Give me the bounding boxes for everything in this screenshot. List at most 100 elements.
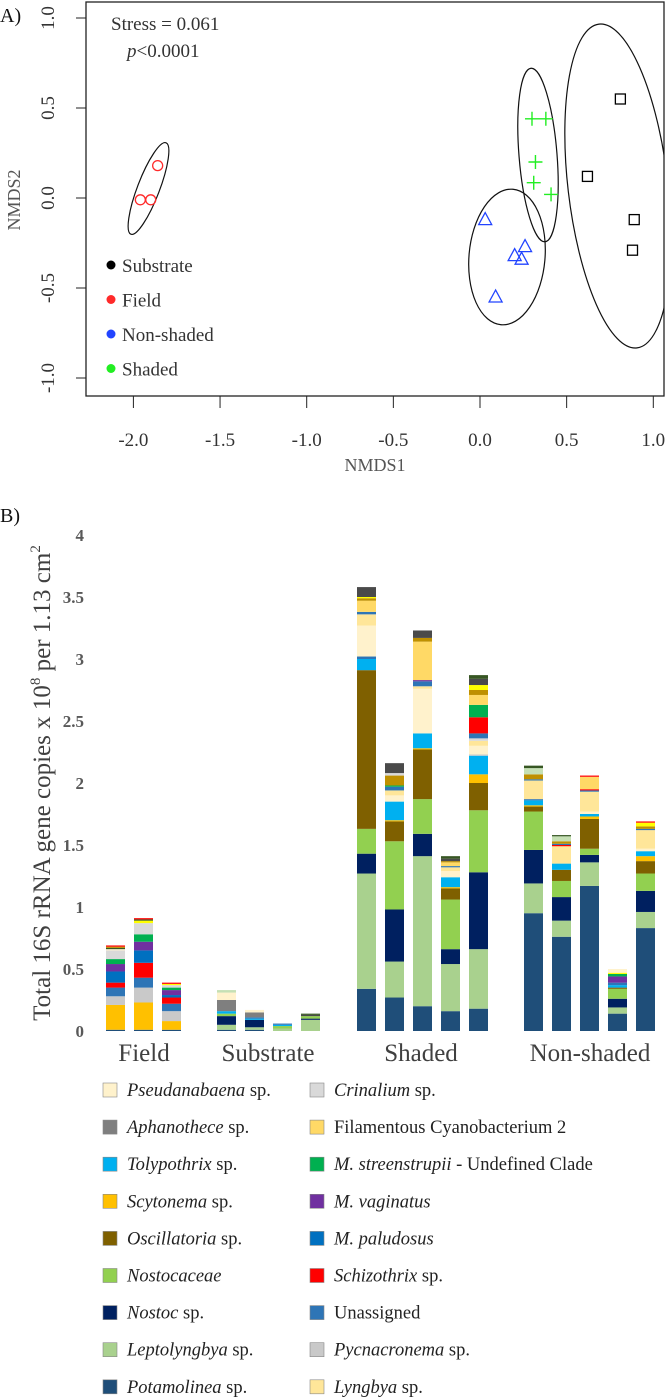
legend-swatch <box>102 1156 118 1172</box>
segment-nostoc-sp- <box>441 949 460 965</box>
segment-pseudanabaena-sp- <box>580 811 599 814</box>
legend-item-nostocaceae: Nostocaceae <box>102 1267 222 1287</box>
segment-tolypothrix-sp- <box>608 985 627 988</box>
barchart-panel: B) Total 16S rRNA gene copies x 108 per … <box>0 505 655 1398</box>
segment-leptolyngbya-sp- <box>524 883 543 914</box>
segment-pseudanabaena-sp- <box>217 992 236 1000</box>
segment-dk <box>441 858 460 862</box>
segment-unassigned <box>273 1023 292 1025</box>
segment-leptolyngbya-sp- <box>385 961 404 998</box>
segment-nostocaceae <box>636 873 655 891</box>
segment-nostocaceae <box>217 1013 236 1017</box>
segment-m-streenstrupii-undefined-clade <box>162 987 181 991</box>
segment-unassigned <box>441 866 460 868</box>
legend-dot-field <box>106 295 116 304</box>
segment-nostocaceae <box>385 841 404 910</box>
point-substrate <box>628 213 640 226</box>
segment-ye <box>357 597 376 599</box>
segment-lg <box>524 768 543 775</box>
segment-pseudanabaena-sp- <box>608 969 627 973</box>
segment-potamolinea-sp- <box>524 913 543 1031</box>
y-tick-label: 1.0 <box>38 6 59 30</box>
legend-label: Schizothrix sp. <box>334 1267 443 1287</box>
legend-item-scytonema-sp-: Scytonema sp. <box>102 1192 233 1212</box>
segment-potamolinea-sp- <box>413 1006 432 1031</box>
segment-pycnacronema-sp- <box>162 1011 181 1022</box>
legend-label: M. vaginatus <box>333 1192 431 1212</box>
segment-unassigned <box>524 779 543 781</box>
point-shaded <box>544 187 559 202</box>
legend-label: Nostocaceae <box>126 1267 222 1287</box>
segment-m-streenstrupii-undefined-clade <box>134 934 153 942</box>
segment-schizothrix-sp- <box>134 962 153 978</box>
bar-shaded-4 <box>441 856 460 1031</box>
segment-potamolinea-sp- <box>106 1029 125 1031</box>
legend-label-rest: Unassigned <box>334 1304 421 1324</box>
segment-nostocaceae <box>413 799 432 834</box>
segment-leptolyngbya-sp- <box>357 873 376 989</box>
legend-swatch <box>102 1231 118 1246</box>
group-label: Field <box>118 1040 170 1067</box>
segment-scytonema-sp- <box>636 856 655 862</box>
legend-item-oscillatoria-sp-: Oscillatoria sp. <box>102 1229 242 1249</box>
legend-item-unassigned: Unassigned <box>309 1304 421 1324</box>
legend-swatch <box>102 1119 118 1135</box>
legend-label: Non-shaded <box>122 325 214 346</box>
x-tick-label: -0.5 <box>378 430 408 451</box>
segment-potamolinea-sp- <box>245 1029 264 1031</box>
point-shaded <box>526 175 541 190</box>
legend-swatch <box>309 1194 325 1209</box>
segment-nostoc-sp- <box>245 1019 264 1028</box>
segment-oscillatoria-sp- <box>357 670 376 829</box>
legend-item-aphanothece-sp-: Aphanothece sp. <box>102 1118 249 1138</box>
legend-swatch <box>102 1305 118 1320</box>
segment-ye <box>469 685 488 690</box>
scatter-points <box>134 93 640 303</box>
segment-nostocaceae <box>301 1016 320 1019</box>
legend-label: Aphanothece sp. <box>125 1118 249 1138</box>
segment-m-streenstrupii-undefined-clade <box>385 785 404 787</box>
segment-leptolyngbya-sp- <box>273 1028 292 1031</box>
segment-lyngbya-sp- <box>469 740 488 746</box>
legend-swatch <box>309 1156 325 1172</box>
x-axis-label: NMDS1 <box>344 455 405 475</box>
point-field <box>134 194 146 206</box>
segment-tolypothrix-sp- <box>441 877 460 888</box>
segment-nostocaceae <box>552 880 571 898</box>
segment-gd <box>636 826 655 829</box>
legend-swatch <box>102 1194 118 1209</box>
segment-pseudanabaena-sp- <box>469 745 488 755</box>
segment-m-paludosus <box>106 971 125 983</box>
legend-label: Unassigned <box>334 1304 421 1324</box>
segment-nostocaceae <box>608 988 627 999</box>
segment-pseudanabaena-sp- <box>106 949 125 951</box>
legend-label: Substrate <box>122 256 193 277</box>
segment-m-paludosus <box>162 995 181 998</box>
segment-potamolinea-sp- <box>162 1029 181 1031</box>
segment-oscillatoria-sp- <box>413 749 432 800</box>
point-non-shaded <box>477 211 493 226</box>
stress-annotation: Stress = 0.061 <box>111 14 219 35</box>
segment-potamolinea-sp- <box>469 1008 488 1031</box>
legend-label-italic: M. streenstrupii <box>333 1155 452 1175</box>
taxa-legend: Pseudanabaena sp.Aphanothece sp.Tolypoth… <box>102 1081 593 1398</box>
segment-lyngbya-sp- <box>413 686 432 689</box>
segment-pseudanabaena-sp- <box>441 871 460 878</box>
segment-potamolinea-sp- <box>385 997 404 1031</box>
legend-item-leptolyngbya-sp-: Leptolyngbya sp. <box>102 1341 253 1361</box>
scatter-legend: Substrate Field Non-shaded Shaded <box>106 256 214 381</box>
bar-shaded-5 <box>469 675 488 1031</box>
segment-scytonema-sp- <box>134 1002 153 1030</box>
segment-potamolinea-sp- <box>608 1013 627 1031</box>
legend-label-italic: M. vaginatus <box>333 1192 431 1212</box>
segment-dg <box>106 947 125 950</box>
segment-unassigned <box>385 786 404 791</box>
segment-gd <box>106 946 125 948</box>
segment-pycnacronema-sp- <box>134 987 153 1003</box>
segment-unassigned <box>357 656 376 659</box>
point-field <box>145 194 157 206</box>
segment-tolypothrix-sp- <box>217 1011 236 1014</box>
segment-nostoc-sp- <box>301 1018 320 1020</box>
segment-tolypothrix-sp- <box>413 733 432 749</box>
